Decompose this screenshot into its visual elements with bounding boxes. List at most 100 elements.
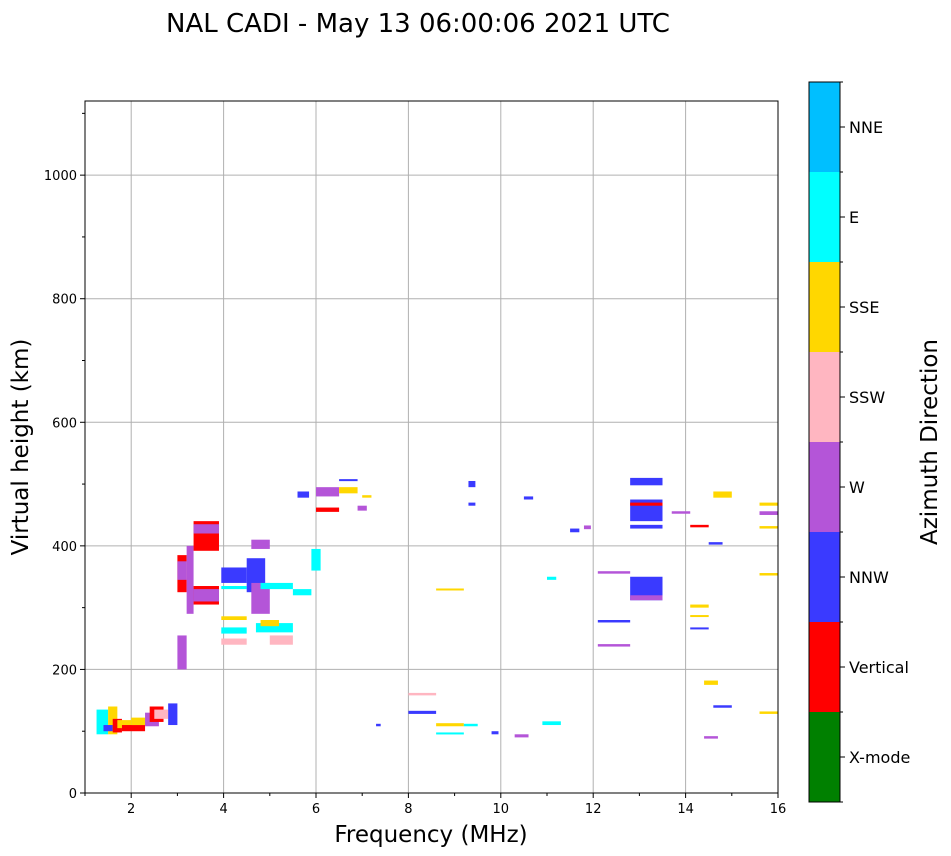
echo-trace <box>103 725 113 732</box>
echo-trace <box>186 545 194 614</box>
echo-trace <box>177 561 187 580</box>
colorbar-tick-label: W <box>849 478 865 497</box>
echo-trace <box>193 524 219 534</box>
colorbar-frame <box>808 81 841 803</box>
plot-frame <box>84 100 779 794</box>
echo-trace <box>704 736 718 739</box>
x-tick-label: 14 <box>677 802 694 817</box>
echo-trace <box>96 709 109 735</box>
echo-trace <box>759 573 778 576</box>
echo-trace <box>542 721 561 726</box>
echo-trace <box>260 582 293 590</box>
colorbar: X-mode Vertical NNW W SSW SSE E NNE <box>809 81 910 803</box>
echo-trace <box>597 620 631 623</box>
echo-trace <box>759 511 778 515</box>
echo-trace <box>221 638 247 645</box>
echo-trace <box>583 525 591 530</box>
colorbar-segment <box>809 262 840 352</box>
echo-trace <box>436 723 464 727</box>
colorbar-tick-label: E <box>849 208 859 227</box>
echo-trace <box>408 710 437 714</box>
echo-trace <box>491 731 499 735</box>
y-tick-label: 0 <box>69 787 77 802</box>
echo-trace <box>436 588 464 591</box>
echo-trace <box>376 723 381 727</box>
y-tick-label: 800 <box>52 293 77 308</box>
echo-trace <box>463 723 478 727</box>
echo-trace <box>630 524 663 529</box>
echo-trace <box>690 604 709 608</box>
echo-trace <box>269 635 293 645</box>
x-axis-label: Frequency (MHz) <box>334 822 527 848</box>
echo-trace <box>357 505 367 511</box>
echo-trace <box>630 502 663 506</box>
x-tick-label: 8 <box>404 802 412 817</box>
echo-trace <box>316 487 340 497</box>
echo-trace <box>131 717 150 726</box>
echo-trace <box>292 589 312 596</box>
colorbar-segment <box>809 172 840 262</box>
x-tick-label: 4 <box>219 802 227 817</box>
echo-trace <box>251 582 270 614</box>
echo-trace <box>436 732 464 735</box>
colorbar-segment <box>809 622 840 712</box>
colorbar-tick-label: SSE <box>849 298 879 317</box>
echo-trace <box>251 539 270 549</box>
colorbar-segment <box>809 442 840 532</box>
echo-trace <box>221 616 247 620</box>
echo-trace <box>168 703 178 726</box>
chart-title: NAL CADI - May 13 06:00:06 2021 UTC <box>166 9 670 39</box>
colorbar-tick-label: NNE <box>849 118 883 137</box>
echo-trace <box>630 477 663 486</box>
echo-trace <box>362 495 372 498</box>
echo-trace <box>260 620 280 627</box>
echo-trace <box>690 627 709 630</box>
x-tick-label: 10 <box>493 802 510 817</box>
colorbar-tick-label: NNW <box>849 568 889 587</box>
plot-area <box>85 101 778 793</box>
echo-trace <box>630 576 663 601</box>
echo-trace <box>121 725 146 732</box>
echo-trace <box>759 526 778 529</box>
echo-trace <box>193 589 219 602</box>
colorbar-tick-label: X-mode <box>849 748 910 767</box>
y-tick-label: 600 <box>52 416 77 431</box>
y-tick-label: 200 <box>52 663 77 678</box>
echo-trace <box>221 627 247 634</box>
echo-trace <box>704 680 718 685</box>
y-tick-label: 400 <box>52 540 77 555</box>
echo-trace <box>713 491 732 498</box>
echo-trace <box>221 567 247 583</box>
echo-trace <box>759 711 778 714</box>
echo-trace <box>690 615 709 618</box>
echo-trace <box>408 692 437 696</box>
echo-trace <box>597 571 631 574</box>
echo-trace <box>713 705 732 708</box>
echo-trace <box>597 644 631 647</box>
echo-trace <box>468 502 476 506</box>
echo-trace <box>117 720 132 729</box>
x-tick-label: 2 <box>127 802 135 817</box>
echo-trace <box>297 491 310 498</box>
echo-trace <box>671 511 691 514</box>
echo-trace <box>339 479 358 482</box>
colorbar-segment <box>809 82 840 172</box>
x-tick-label: 6 <box>312 802 320 817</box>
echo-traces <box>96 477 778 739</box>
axis-ticks: 2 4 6 8 10 12 14 16 0 200 400 600 800 1000 <box>44 112 787 817</box>
echo-trace <box>316 507 340 512</box>
echo-trace <box>547 576 557 580</box>
echo-trace <box>514 734 529 738</box>
grid-layer <box>85 101 778 793</box>
x-tick-label: 16 <box>770 802 787 817</box>
colorbar-segment <box>809 352 840 442</box>
echo-trace <box>221 586 247 590</box>
echo-trace <box>630 595 663 601</box>
echo-trace <box>311 548 321 571</box>
x-tick-label: 12 <box>585 802 602 817</box>
echo-trace <box>255 623 293 633</box>
echo-trace <box>339 487 358 494</box>
echo-trace <box>523 496 534 500</box>
colorbar-label: Azimuth Direction <box>917 339 943 545</box>
